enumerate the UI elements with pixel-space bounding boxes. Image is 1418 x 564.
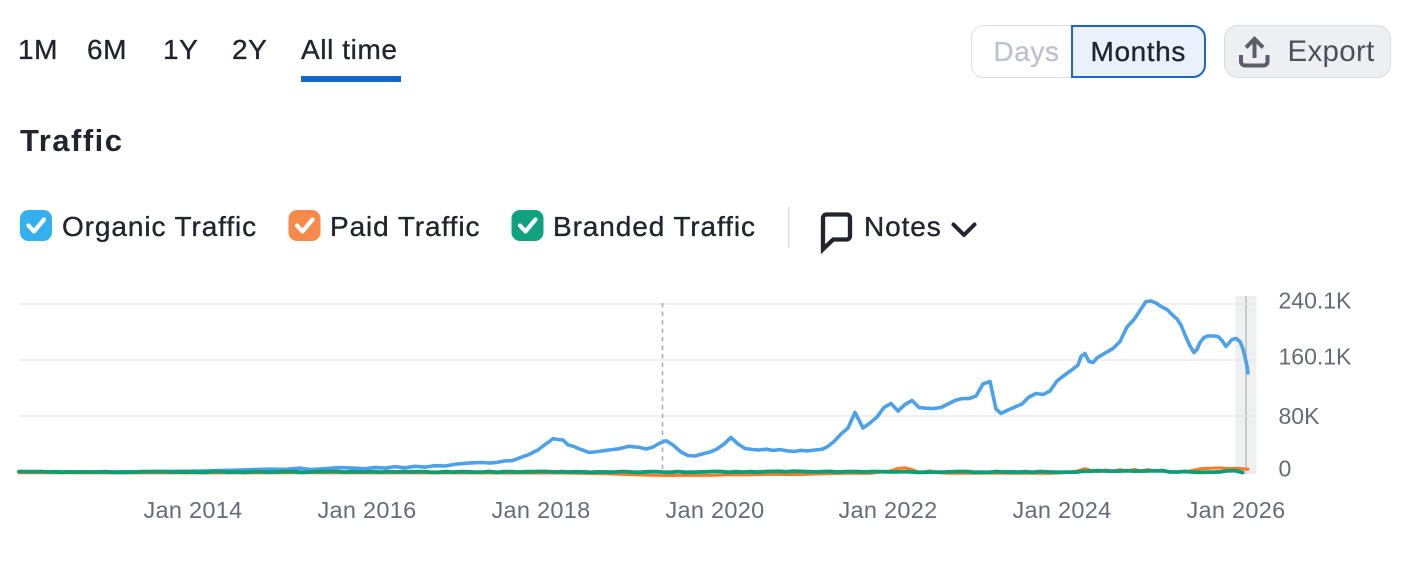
- svg-text:Jan 2024: Jan 2024: [1012, 497, 1111, 523]
- svg-text:240.1K: 240.1K: [1279, 288, 1353, 314]
- svg-text:Jan 2026: Jan 2026: [1186, 497, 1285, 523]
- svg-text:Export: Export: [1287, 35, 1374, 68]
- svg-text:Jan 2022: Jan 2022: [838, 497, 937, 523]
- svg-text:Jan 2020: Jan 2020: [665, 497, 764, 523]
- svg-text:Jan 2018: Jan 2018: [491, 497, 590, 523]
- svg-text:160.1K: 160.1K: [1279, 344, 1353, 370]
- svg-text:0: 0: [1279, 456, 1292, 482]
- svg-text:80K: 80K: [1279, 403, 1321, 429]
- svg-text:Jan 2016: Jan 2016: [317, 497, 416, 523]
- svg-text:Jan 2014: Jan 2014: [143, 497, 242, 523]
